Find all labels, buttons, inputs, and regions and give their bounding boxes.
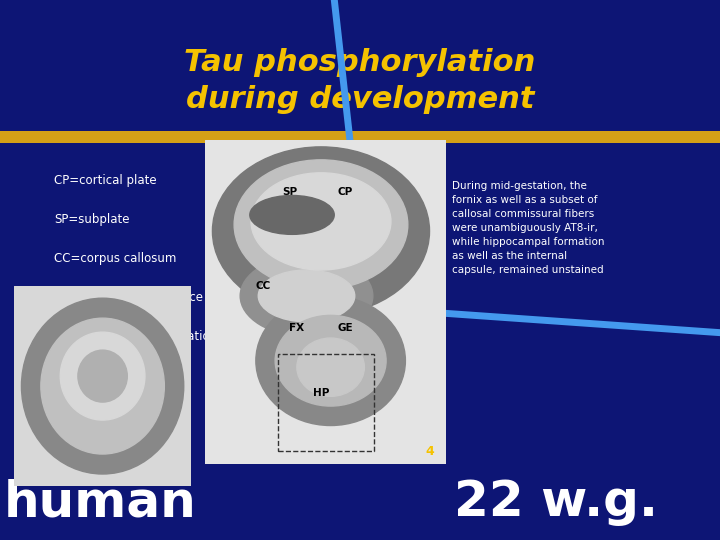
FancyArrowPatch shape xyxy=(325,0,720,335)
Text: HP=hippocampal formation: HP=hippocampal formation xyxy=(54,330,217,343)
Bar xyxy=(0,131,720,143)
Ellipse shape xyxy=(41,318,164,454)
Ellipse shape xyxy=(250,195,334,234)
Ellipse shape xyxy=(234,160,408,289)
Text: HP: HP xyxy=(312,388,329,398)
Text: Tau phosphorylation: Tau phosphorylation xyxy=(184,48,536,77)
Ellipse shape xyxy=(258,270,355,322)
Ellipse shape xyxy=(60,332,145,420)
Text: During mid-gestation, the
fornix as well as a subset of
callosal commissural fib: During mid-gestation, the fornix as well… xyxy=(452,181,605,275)
Text: GE=ganglionic eminence: GE=ganglionic eminence xyxy=(54,291,203,304)
Text: CP=cortical plate: CP=cortical plate xyxy=(54,174,157,187)
Ellipse shape xyxy=(297,338,364,396)
Text: SP: SP xyxy=(282,187,297,197)
Text: CC=corpus callosum: CC=corpus callosum xyxy=(54,252,176,265)
Text: during development: during development xyxy=(186,85,534,114)
Ellipse shape xyxy=(212,147,430,315)
Ellipse shape xyxy=(78,350,127,402)
Text: GE: GE xyxy=(337,323,353,333)
Ellipse shape xyxy=(251,173,391,270)
Text: FX: FX xyxy=(289,323,305,333)
Text: 4: 4 xyxy=(426,445,434,458)
Text: CC: CC xyxy=(256,281,271,291)
Ellipse shape xyxy=(256,296,405,426)
Bar xyxy=(278,354,374,451)
Ellipse shape xyxy=(240,255,373,336)
Text: 22 w.g.: 22 w.g. xyxy=(454,478,657,526)
Text: AT8 ICC: AT8 ICC xyxy=(87,471,136,484)
Ellipse shape xyxy=(22,298,184,474)
Text: FX=fornix: FX=fornix xyxy=(54,369,112,382)
Text: CP: CP xyxy=(338,187,353,197)
Text: human: human xyxy=(4,478,197,526)
Ellipse shape xyxy=(275,315,386,406)
Text: SP=subplate: SP=subplate xyxy=(54,213,130,226)
